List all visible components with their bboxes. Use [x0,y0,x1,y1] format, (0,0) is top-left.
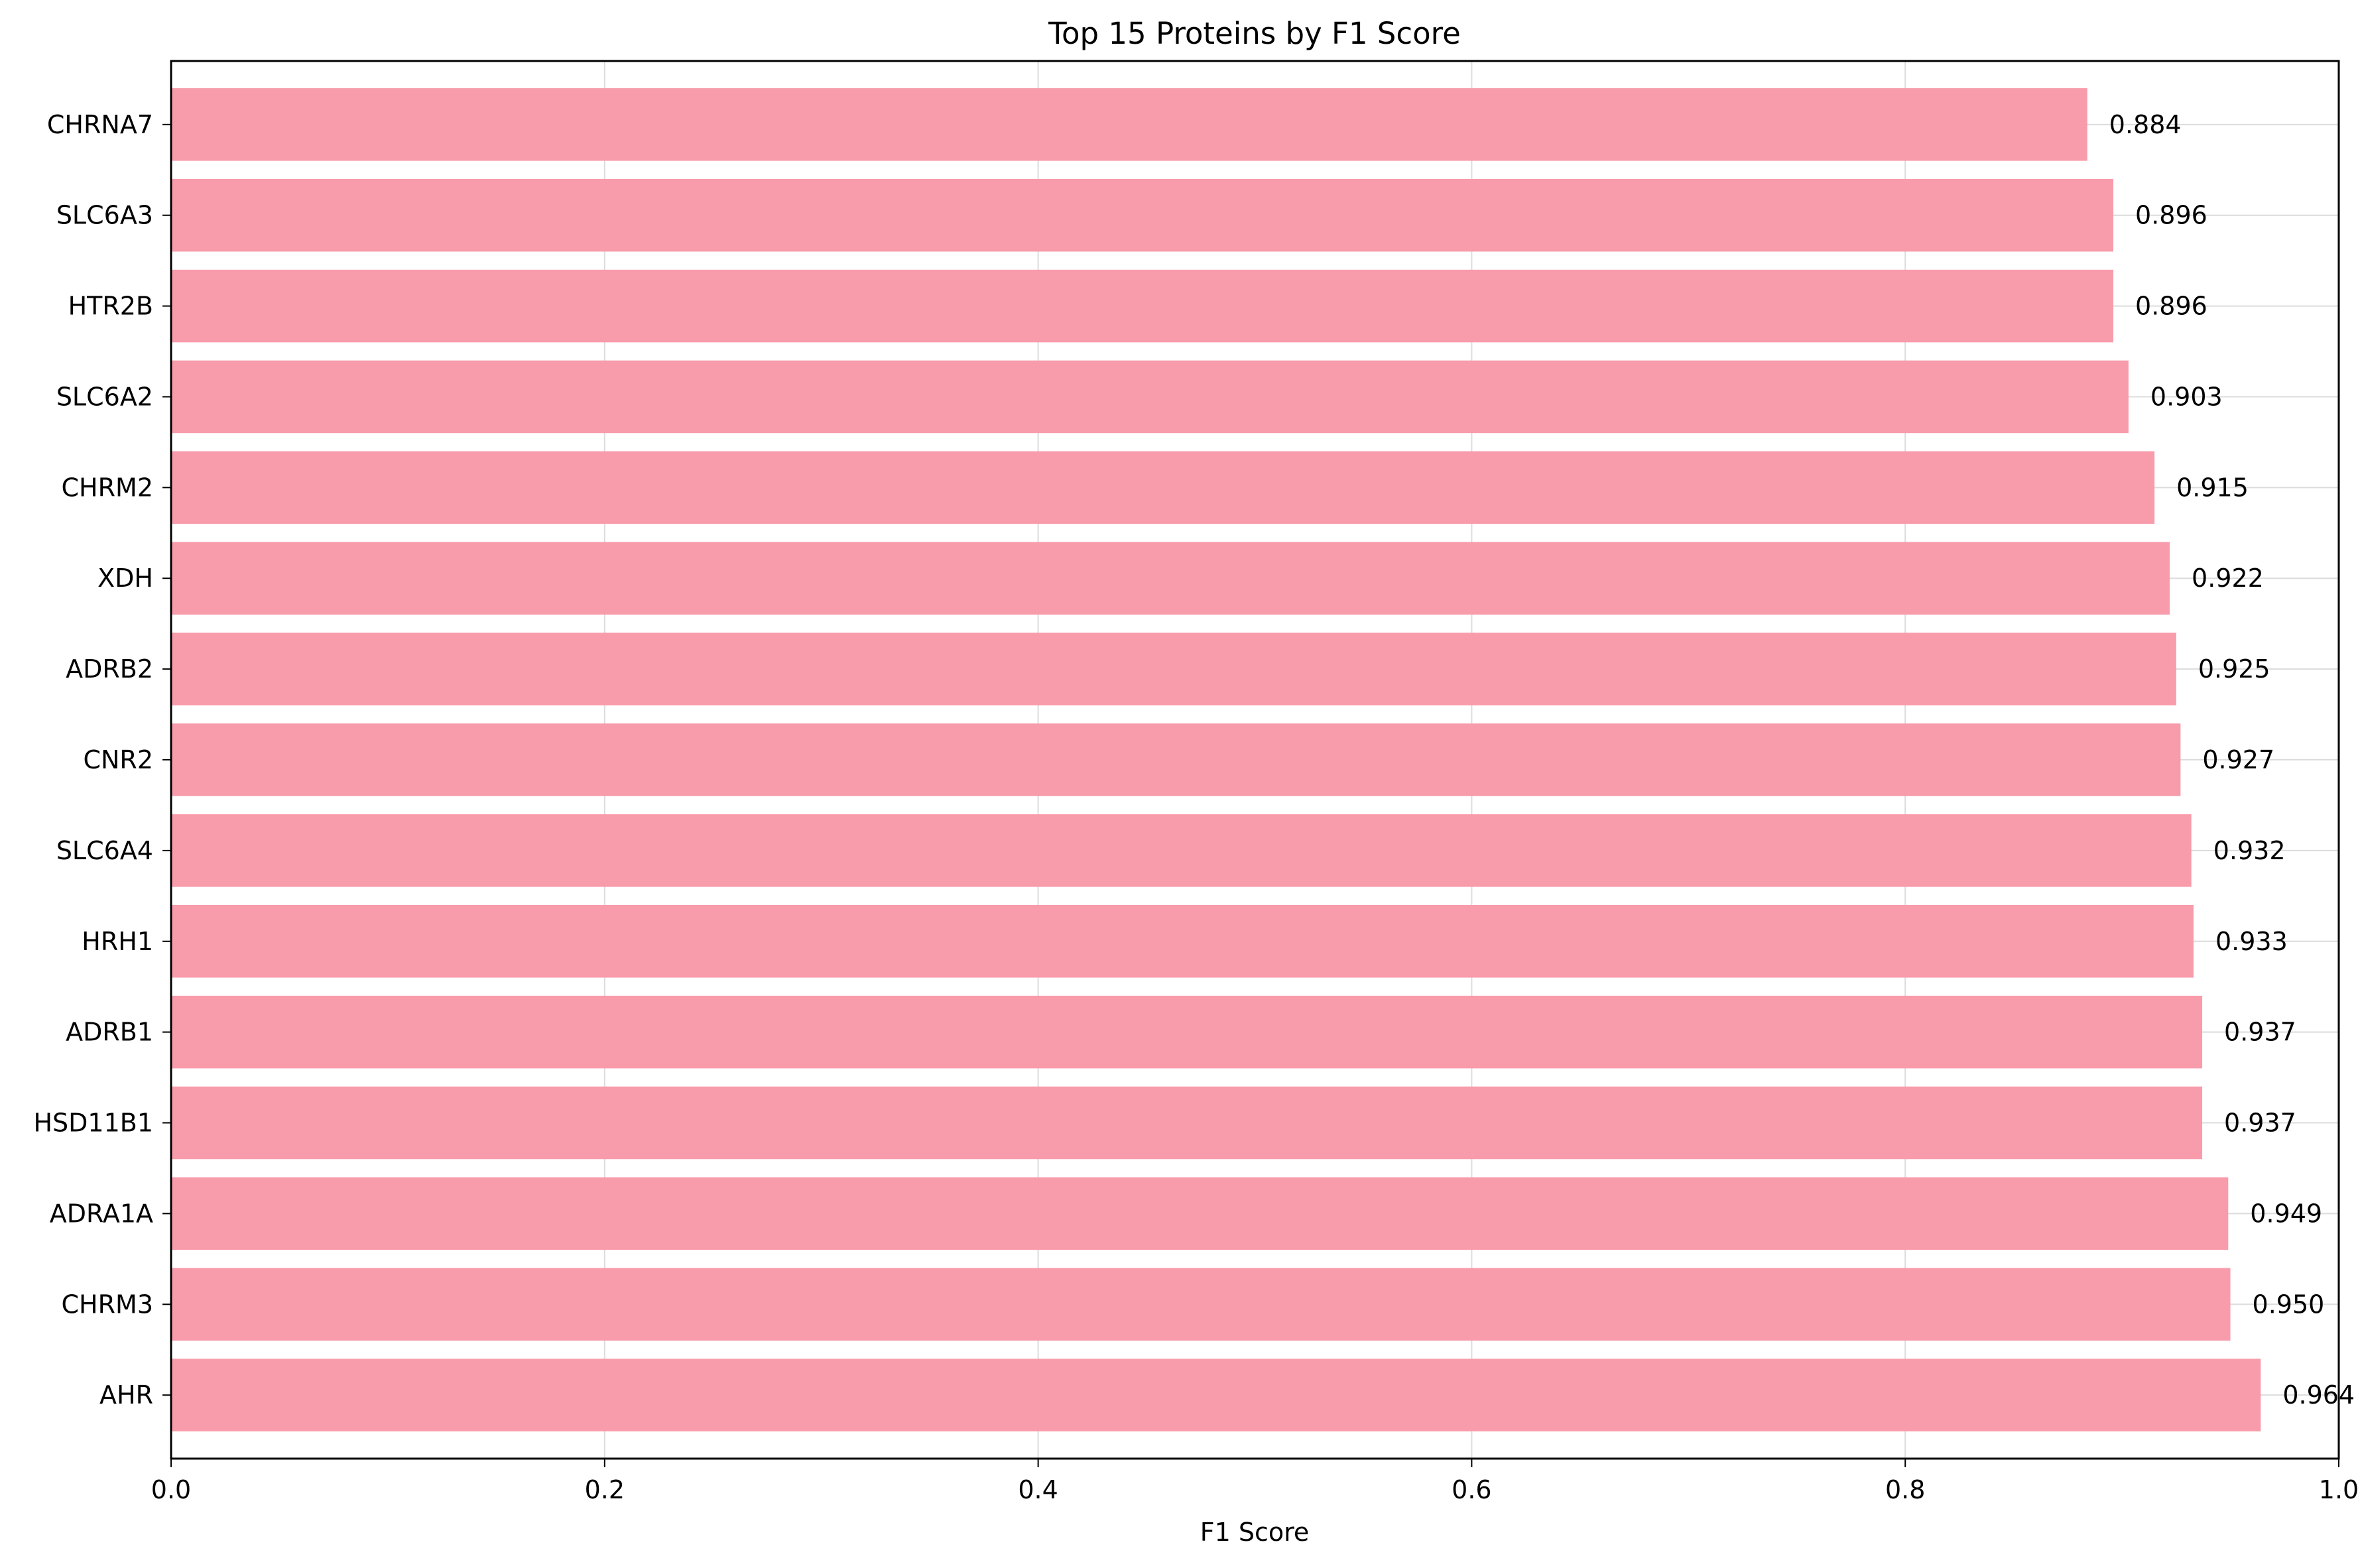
bar-adrb2 [171,633,2176,705]
x-tick-label: 0.8 [1885,1475,1925,1504]
bar-xdh [171,542,2170,615]
x-tick-label: 0.4 [1018,1475,1058,1504]
y-tick-label: SLC6A3 [56,201,153,230]
value-label: 0.896 [2135,201,2207,230]
x-tick-label: 0.2 [585,1475,625,1504]
bar-chrna7 [171,88,2087,161]
bar-slc6a2 [171,360,2129,434]
bar-chrm3 [171,1268,2231,1341]
y-tick-label: CNR2 [83,745,153,774]
x-tick-label: 1.0 [2319,1475,2358,1504]
value-label: 0.903 [2150,382,2223,411]
y-tick-label: SLC6A4 [56,836,153,865]
y-tick-label: HSD11B1 [33,1109,153,1138]
y-tick-label: CHRNA7 [47,110,153,139]
value-label: 0.964 [2282,1380,2355,1410]
y-tick-label: AHR [99,1380,153,1410]
bars [171,88,2261,1431]
x-axis-label: F1 Score [1200,1518,1310,1547]
value-label: 0.937 [2224,1109,2296,1138]
bar-chrm2 [171,451,2155,524]
value-label: 0.932 [2213,836,2286,865]
bar-slc6a3 [171,178,2114,252]
value-label: 0.950 [2253,1290,2325,1319]
x-tick-label: 0.6 [1452,1475,1491,1504]
value-label: 0.937 [2224,1018,2296,1047]
value-label: 0.949 [2250,1199,2322,1228]
y-tick-label: ADRB1 [66,1018,153,1047]
y-tick-label: HRH1 [82,927,153,956]
x-tick-label: 0.0 [151,1475,191,1504]
bar-htr2b [171,269,2114,343]
chart-title: Top 15 Proteins by F1 Score [1048,16,1461,51]
y-tick-label: SLC6A2 [56,382,153,411]
y-tick-label: CHRM3 [62,1290,153,1319]
bar-adra1a [171,1177,2229,1250]
y-tick-label: ADRA1A [50,1199,153,1228]
bar-adrb1 [171,995,2203,1069]
axis-ticks: 0.0 0.2 0.4 0.6 0.8 1.0 AHR CHRM3 ADRA1A HSD11B1 A… [33,110,2358,1504]
plot-frame [170,60,2340,1460]
value-label: 0.925 [2198,654,2270,684]
bar-cnr2 [171,723,2181,796]
value-label: 0.933 [2215,927,2288,956]
bar-ahr [171,1358,2261,1431]
value-label: 0.915 [2176,473,2249,502]
bar-slc6a4 [171,814,2192,887]
value-labels: 0.964 0.950 0.949 0.937 0.937 0.933 0.932 0.927… [2109,110,2355,1410]
bar-hsd11b1 [171,1086,2203,1160]
y-tick-label: HTR2B [68,292,153,321]
value-label: 0.927 [2202,745,2274,774]
y-tick-label: XDH [97,564,153,593]
value-label: 0.896 [2135,292,2207,321]
value-label: 0.922 [2192,564,2264,593]
y-tick-label: CHRM2 [62,473,153,502]
bar-hrh1 [171,905,2194,978]
y-tick-label: ADRB2 [66,654,153,684]
value-label: 0.884 [2109,110,2182,139]
